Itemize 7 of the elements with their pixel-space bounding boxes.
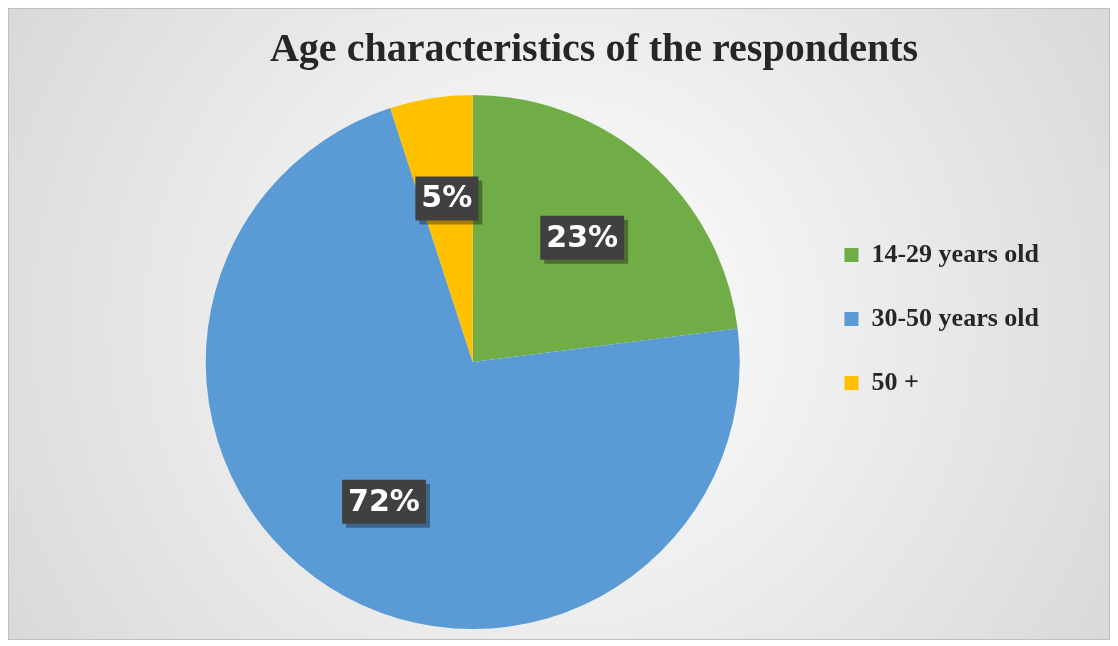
data-label: 5%	[421, 179, 473, 215]
data-label: 23%	[546, 218, 619, 254]
legend-label: 30-50 years old	[871, 302, 1040, 332]
legend-label: 14-29 years old	[871, 238, 1040, 268]
data-label: 72%	[348, 482, 420, 518]
legend-label: 50 +	[871, 366, 919, 396]
chart-title: Age characteristics of the respondents	[269, 25, 919, 71]
